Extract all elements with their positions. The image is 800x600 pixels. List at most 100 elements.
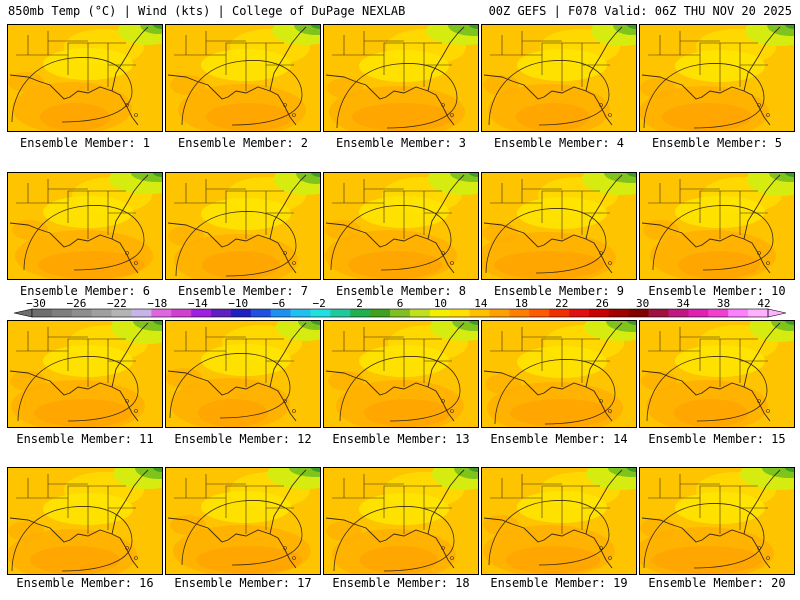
colorbar-swatch <box>549 309 570 317</box>
colorbar-tick-label: −26 <box>66 297 87 310</box>
colorbar-tick-label: 18 <box>514 297 528 310</box>
map-image <box>324 321 478 427</box>
map-image <box>166 468 320 574</box>
map-image <box>640 173 794 279</box>
colorbar-tick-label: 10 <box>433 297 448 310</box>
colorbar-swatch <box>370 309 391 317</box>
ensemble-member-label: Ensemble Member: 12 <box>174 432 312 446</box>
colorbar-right-arrow <box>767 308 787 318</box>
map-image <box>166 25 320 131</box>
ensemble-member-map <box>7 467 163 575</box>
colorbar-swatch <box>111 309 132 317</box>
ensemble-member-label: Ensemble Member: 1 <box>19 136 151 150</box>
colorbar-swatch <box>449 309 470 317</box>
colorbar-swatch <box>71 309 92 317</box>
colorbar-tick-label: 34 <box>676 297 690 310</box>
colorbar-swatch <box>489 309 510 317</box>
ensemble-member-map <box>7 24 163 132</box>
map-image <box>324 468 478 574</box>
colorbar-swatch <box>330 309 351 317</box>
map-image <box>640 468 794 574</box>
colorbar-swatch <box>708 309 729 317</box>
ensemble-member-map <box>481 172 637 280</box>
colorbar-tick-label: −14 <box>187 297 208 310</box>
map-image <box>8 173 162 279</box>
colorbar-swatch <box>688 309 709 317</box>
ensemble-member-label: Ensemble Member: 9 <box>493 284 625 298</box>
ensemble-member-map <box>165 24 321 132</box>
map-image <box>482 468 636 574</box>
colorbar-swatch <box>668 309 689 317</box>
ensemble-member-label: Ensemble Member: 18 <box>332 576 470 590</box>
ensemble-member-label: Ensemble Member: 15 <box>648 432 786 446</box>
colorbar-swatch <box>230 309 252 317</box>
map-image <box>640 321 794 427</box>
ensemble-member-map <box>639 467 795 575</box>
colorbar-swatch <box>350 309 371 317</box>
ensemble-member-map <box>323 172 479 280</box>
colorbar-swatch <box>250 309 271 317</box>
colorbar-swatch <box>728 309 749 317</box>
ensemble-member-map <box>481 467 637 575</box>
ensemble-member-label: Ensemble Member: 7 <box>177 284 309 298</box>
map-image <box>482 25 636 131</box>
colorbar-swatch <box>32 309 53 317</box>
ensemble-member-label: Ensemble Member: 8 <box>335 284 467 298</box>
map-image <box>324 173 478 279</box>
colorbar-swatch <box>409 309 431 317</box>
colorbar-tick-label: 6 <box>396 297 404 310</box>
ensemble-member-label: Ensemble Member: 17 <box>174 576 312 590</box>
ensemble-member-map <box>7 320 163 428</box>
ensemble-member-label: Ensemble Member: 2 <box>177 136 309 150</box>
colorbar-tick-label: 30 <box>636 297 650 310</box>
colorbar-swatch <box>290 309 311 317</box>
ensemble-member-label: Ensemble Member: 10 <box>648 284 786 298</box>
map-image <box>324 25 478 131</box>
map-image <box>8 468 162 574</box>
ensemble-member-label: Ensemble Member: 14 <box>490 432 628 446</box>
ensemble-member-map <box>165 172 321 280</box>
header-title-right: 00Z GEFS | F078 Valid: 06Z THU NOV 20 20… <box>488 4 792 18</box>
header-title-left: 850mb Temp (°C) | Wind (kts) | College o… <box>8 4 406 18</box>
ensemble-member-map <box>481 24 637 132</box>
colorbar-swatch <box>51 309 73 317</box>
colorbar-swatch <box>191 309 212 317</box>
ensemble-member-map <box>7 172 163 280</box>
colorbar-tick-label: −22 <box>106 297 127 310</box>
ensemble-member-map <box>639 24 795 132</box>
colorbar-tick-label: 26 <box>595 297 609 310</box>
temperature-colorbar <box>13 308 787 318</box>
colorbar-swatch <box>390 309 411 317</box>
ensemble-member-map <box>481 320 637 428</box>
colorbar-swatch <box>628 309 649 317</box>
ensemble-member-label: Ensemble Member: 3 <box>335 136 467 150</box>
ensemble-member-map <box>639 320 795 428</box>
ensemble-member-label: Ensemble Member: 5 <box>651 136 783 150</box>
colorbar-swatch <box>469 309 490 317</box>
colorbar-swatch <box>429 309 451 317</box>
colorbar-swatch <box>509 309 530 317</box>
colorbar-left-arrow <box>13 308 33 318</box>
colorbar-tick-label: 38 <box>716 297 731 310</box>
map-image <box>166 173 320 279</box>
map-image <box>8 321 162 427</box>
colorbar-swatch <box>91 309 112 317</box>
colorbar-swatch <box>569 309 590 317</box>
ensemble-member-map <box>323 24 479 132</box>
colorbar-tick-label: 22 <box>555 297 569 310</box>
colorbar-tick-label: −10 <box>228 297 249 310</box>
ensemble-member-label: Ensemble Member: 13 <box>332 432 470 446</box>
map-image <box>640 25 794 131</box>
colorbar-tick-label: −2 <box>312 297 326 310</box>
colorbar-tick-label: −6 <box>272 297 286 310</box>
colorbar-swatch <box>608 309 630 317</box>
ensemble-member-label: Ensemble Member: 19 <box>490 576 628 590</box>
colorbar-swatch <box>171 309 192 317</box>
map-image <box>482 321 636 427</box>
colorbar-swatch <box>748 309 769 317</box>
ensemble-member-map <box>165 320 321 428</box>
colorbar-swatch <box>529 309 550 317</box>
colorbar-swatch <box>131 309 152 317</box>
colorbar-swatch <box>648 309 669 317</box>
colorbar-swatch <box>151 309 172 317</box>
